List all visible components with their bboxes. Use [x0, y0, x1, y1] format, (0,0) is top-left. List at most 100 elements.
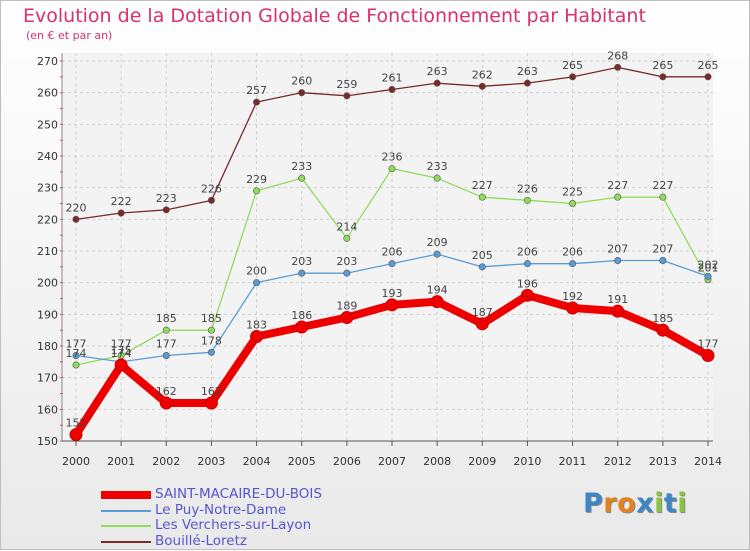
data-point: [523, 260, 531, 268]
data-label: 185: [652, 312, 673, 325]
data-label: 207: [607, 243, 628, 256]
data-label: 203: [336, 255, 357, 268]
x-tick-label: 2006: [333, 455, 361, 468]
x-tick-label: 2013: [649, 455, 677, 468]
x-tick-label: 2003: [197, 455, 225, 468]
data-point: [656, 323, 670, 337]
data-point: [72, 361, 80, 369]
data-label: 233: [291, 160, 312, 173]
data-label: 177: [111, 338, 132, 351]
data-label: 260: [291, 75, 312, 88]
data-label: 183: [246, 319, 267, 332]
data-label: 175: [111, 344, 132, 357]
data-label: 265: [698, 59, 719, 72]
data-point: [475, 317, 489, 331]
legend-swatch: [101, 491, 151, 499]
data-point: [162, 351, 170, 359]
data-label: 162: [201, 385, 222, 398]
y-tick-label: 180: [37, 340, 58, 353]
data-point: [298, 89, 306, 97]
data-point: [204, 396, 218, 410]
data-label: 263: [517, 65, 538, 78]
legend-swatch: [101, 525, 151, 527]
x-tick-label: 2000: [62, 455, 90, 468]
plot-area: [62, 53, 713, 441]
data-label: 162: [156, 385, 177, 398]
data-point: [114, 358, 128, 372]
data-point: [478, 263, 486, 271]
data-point: [250, 330, 264, 343]
data-point: [430, 295, 444, 309]
data-label: 206: [382, 246, 403, 259]
data-label: 191: [607, 293, 628, 306]
x-tick-label: 2009: [468, 455, 496, 468]
data-label: 203: [291, 255, 312, 268]
y-tick-label: 240: [37, 150, 58, 163]
data-label: 178: [201, 334, 222, 347]
data-point: [295, 320, 309, 334]
data-point: [478, 193, 486, 201]
y-tick-label: 260: [37, 87, 58, 100]
data-label: 262: [472, 68, 493, 81]
data-point: [566, 301, 580, 315]
data-label: 261: [382, 72, 403, 85]
data-point: [72, 351, 80, 359]
data-point: [207, 348, 215, 356]
y-tick-label: 220: [37, 213, 58, 226]
data-point: [611, 304, 625, 318]
data-point: [72, 215, 80, 223]
data-label: 177: [66, 338, 87, 351]
data-point: [117, 209, 125, 217]
data-label: 265: [562, 59, 583, 72]
data-label: 193: [382, 287, 403, 300]
data-label: 209: [427, 236, 448, 249]
data-label: 202: [698, 258, 719, 271]
data-point: [343, 269, 351, 277]
data-point: [340, 311, 354, 324]
x-tick-label: 2007: [378, 455, 406, 468]
data-label: 189: [336, 300, 357, 313]
data-label: 186: [291, 309, 312, 322]
data-point: [207, 196, 215, 204]
data-label: 265: [652, 59, 673, 72]
data-label: 206: [517, 246, 538, 259]
data-label: 227: [607, 179, 628, 192]
data-label: 223: [156, 192, 177, 205]
data-point: [569, 260, 577, 268]
data-label: 194: [427, 284, 448, 297]
y-tick-label: 200: [37, 277, 58, 290]
y-tick-label: 230: [37, 182, 58, 195]
data-label: 205: [472, 249, 493, 262]
data-label: 227: [652, 179, 673, 192]
data-point: [433, 174, 441, 182]
data-label: 200: [246, 265, 267, 278]
data-label: 174: [66, 347, 87, 360]
data-label: 206: [562, 246, 583, 259]
y-tick-label: 210: [37, 245, 58, 258]
data-point: [343, 92, 351, 100]
x-tick-label: 2001: [107, 455, 135, 468]
x-tick-label: 2008: [423, 455, 451, 468]
legend-swatch: [101, 509, 151, 512]
proxiti-logo: Proxiti: [583, 488, 688, 519]
data-point: [388, 260, 396, 268]
data-label: 196: [517, 277, 538, 290]
data-point: [569, 200, 577, 208]
data-point: [162, 326, 170, 334]
data-point: [433, 250, 441, 258]
x-tick-label: 2012: [604, 455, 632, 468]
data-label: 226: [201, 182, 222, 195]
data-point: [659, 256, 667, 264]
y-tick-label: 190: [37, 308, 58, 321]
legend-label: SAINT-MACAIRE-DU-BOIS: [155, 486, 322, 502]
data-point: [701, 349, 715, 362]
y-tick-label: 160: [37, 403, 58, 416]
y-tick-label: 150: [37, 435, 58, 448]
data-point: [614, 256, 622, 264]
data-label: 263: [427, 65, 448, 78]
data-point: [253, 98, 261, 106]
data-label: 257: [246, 84, 267, 97]
data-label: 177: [156, 338, 177, 351]
data-label: 233: [427, 160, 448, 173]
